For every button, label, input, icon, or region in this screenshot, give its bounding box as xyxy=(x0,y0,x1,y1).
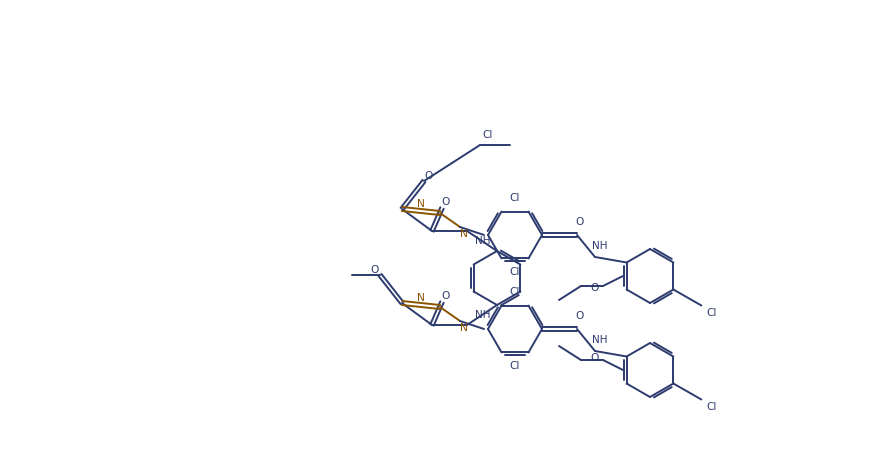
Text: Cl: Cl xyxy=(510,193,520,203)
Text: O: O xyxy=(590,353,599,363)
Text: NH: NH xyxy=(475,236,491,246)
Text: N: N xyxy=(460,229,468,239)
Text: NH: NH xyxy=(592,335,608,345)
Text: O: O xyxy=(442,291,450,301)
Text: O: O xyxy=(576,311,584,321)
Text: Cl: Cl xyxy=(510,287,520,297)
Text: Cl: Cl xyxy=(706,403,717,413)
Text: N: N xyxy=(417,293,425,303)
Text: O: O xyxy=(576,217,584,227)
Text: O: O xyxy=(590,283,599,293)
Text: Cl: Cl xyxy=(510,361,520,371)
Text: O: O xyxy=(371,265,379,275)
Text: Cl: Cl xyxy=(510,267,520,277)
Text: NH: NH xyxy=(592,241,608,251)
Text: Cl: Cl xyxy=(706,308,717,318)
Text: O: O xyxy=(442,197,450,207)
Text: O: O xyxy=(424,171,433,181)
Text: Cl: Cl xyxy=(482,130,492,140)
Text: NH: NH xyxy=(475,310,491,320)
Text: N: N xyxy=(417,199,425,209)
Text: N: N xyxy=(460,323,468,333)
